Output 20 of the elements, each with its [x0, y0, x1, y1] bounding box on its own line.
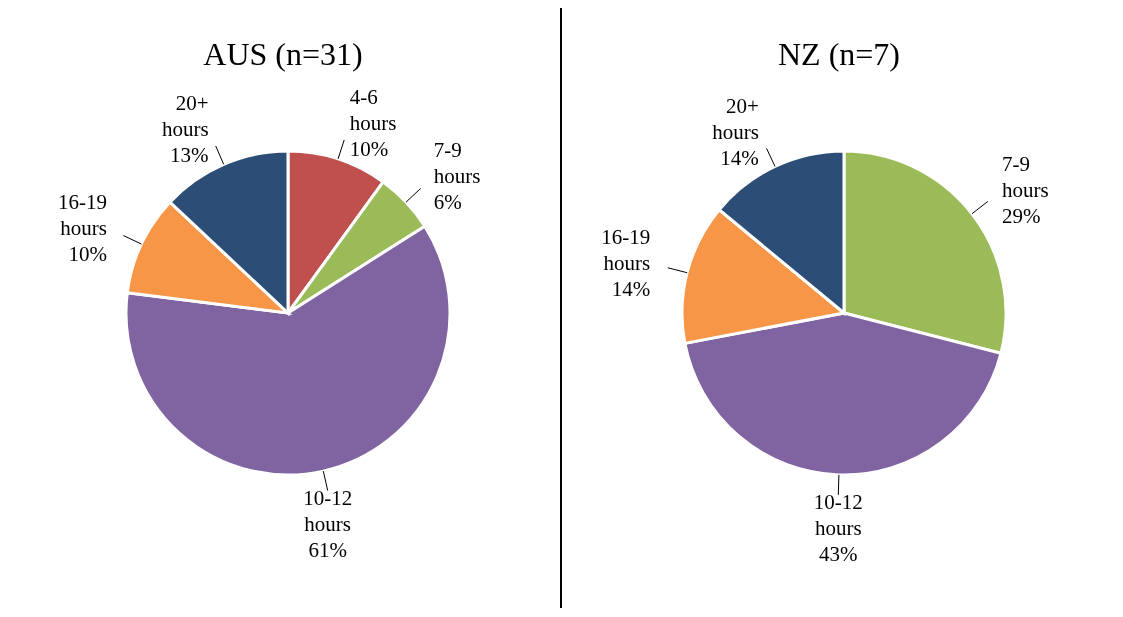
data-label: 6%	[433, 190, 462, 215]
slice-label: 16-19 hours	[601, 225, 651, 276]
data-label: 61%	[308, 537, 347, 562]
data-label: 14%	[611, 277, 651, 302]
slice-label: 16-19 hours	[58, 189, 108, 240]
data-label: 43%	[819, 541, 858, 566]
data-label: 10%	[349, 136, 389, 161]
slice-label: 7-9 hours	[1002, 152, 1049, 203]
slice-label: 4-6 hours	[349, 84, 397, 135]
chart-title: AUS (n=31)	[202, 36, 364, 73]
slice-label: 10-12 hours	[303, 485, 353, 536]
slice-label: 7-9 hours	[433, 138, 481, 189]
data-label: 14%	[720, 146, 759, 171]
data-label: 10%	[68, 241, 108, 266]
slice-label: 20+ hours	[161, 91, 209, 142]
slice-label: 20+ hours	[712, 94, 759, 145]
data-label: 13%	[170, 143, 209, 168]
slice-label: 10-12 hours	[813, 489, 863, 540]
chart-title: NZ (n=7)	[777, 36, 901, 73]
data-label: 29%	[1002, 204, 1041, 229]
